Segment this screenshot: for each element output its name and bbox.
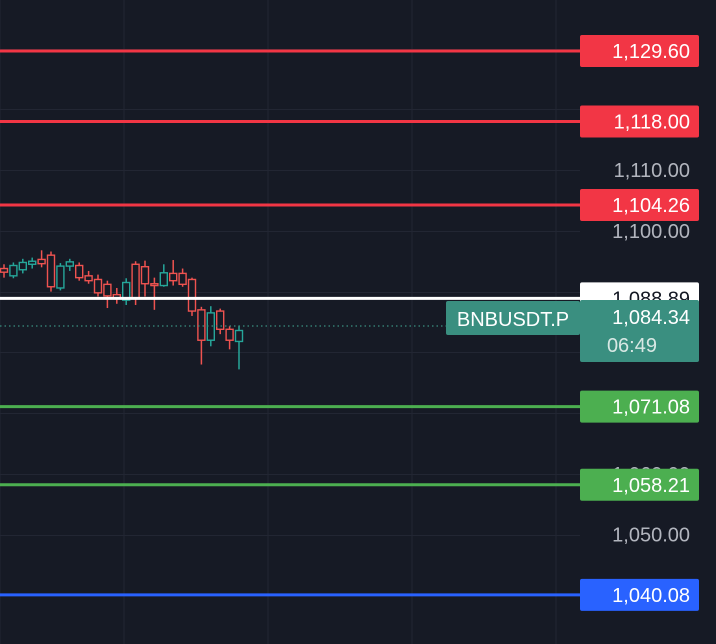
price-levels[interactable]: 1,129.601,118.001,104.261,088.891,071.08… [0,35,699,611]
price-level-6[interactable]: 1,040.08 [0,578,699,611]
last-price-tag: BNBUSDT.P 1,084.34 06:49 [446,300,699,362]
candle-body-16 [150,283,159,287]
price-level-tag-4 [580,390,699,423]
candle-3 [28,257,37,269]
candle-15 [140,260,150,297]
price-level-tag-1 [580,105,699,138]
candle-body-8 [74,264,84,279]
price-level-tag-5 [580,468,699,501]
candle-body-7 [65,261,75,267]
y-tick-label-2: 1,100.00 [612,221,690,243]
candle-body-17 [159,272,169,287]
countdown-label: 06:49 [607,335,657,357]
price-level-1[interactable]: 1,118.00 [0,105,699,138]
candle-body-2 [18,261,27,271]
candle-body-21 [197,309,206,341]
price-level-0[interactable]: 1,129.60 [0,35,699,68]
candle-6 [56,263,65,291]
candle-24 [225,326,234,350]
candle-body-5 [46,254,56,288]
price-level-label-4: 1,071.08 [612,397,690,419]
candle-1 [9,262,18,279]
candle-4 [37,250,46,268]
price-level-2[interactable]: 1,104.26 [0,188,699,221]
candle-body-6 [56,265,65,289]
candle-body-4 [37,258,46,265]
candle-18 [168,260,178,286]
price-level-tag-0 [580,35,699,68]
candle-19 [178,268,187,287]
candle-5 [46,251,56,292]
symbol-label: BNBUSDT.P [457,309,569,331]
candle-body-15 [140,266,150,285]
candle-23 [215,308,225,335]
candle-25 [234,325,244,370]
price-level-tag-2 [580,188,699,221]
symbol-tag-bg [446,301,580,335]
candle-0 [0,264,9,278]
candle-body-0 [0,267,9,273]
candle-body-25 [234,329,244,343]
price-level-label-5: 1,058.21 [612,475,690,497]
candle-body-24 [225,328,234,341]
candle-body-14 [131,263,140,300]
price-level-label-1: 1,118.00 [614,112,690,134]
candle-20 [187,277,197,316]
candle-16 [150,277,159,310]
candle-8 [74,262,84,281]
candle-2 [18,258,27,274]
candle-body-1 [9,264,18,277]
y-tick-label-1: 1,110.00 [614,160,690,182]
price-level-label-0: 1,129.60 [612,41,690,63]
price-level-5[interactable]: 1,058.21 [0,468,699,501]
candle-11 [103,280,112,309]
candles [0,250,244,370]
price-level-label-2: 1,104.26 [612,195,690,217]
candle-body-9 [84,275,93,282]
price-level-label-6: 1,040.08 [612,585,690,607]
price-level-4[interactable]: 1,071.08 [0,390,699,423]
candle-body-20 [187,278,197,312]
candle-body-18 [168,272,178,282]
candle-body-10 [93,278,103,294]
candle-9 [84,270,93,284]
last-price-tag-bg [580,300,699,362]
candle-17 [159,264,169,287]
candle-body-11 [103,283,112,297]
candle-21 [197,306,206,365]
candle-13 [121,278,131,305]
y-tick-label-4: 1,050.00 [612,525,690,547]
candle-7 [65,258,75,271]
price-level-tag-6 [580,578,699,611]
candle-body-13 [121,281,131,301]
candle-body-23 [215,310,225,330]
last-price-label: 1,084.34 [612,307,690,329]
candle-body-3 [28,260,37,265]
candle-10 [93,274,103,297]
candle-body-19 [178,272,187,286]
